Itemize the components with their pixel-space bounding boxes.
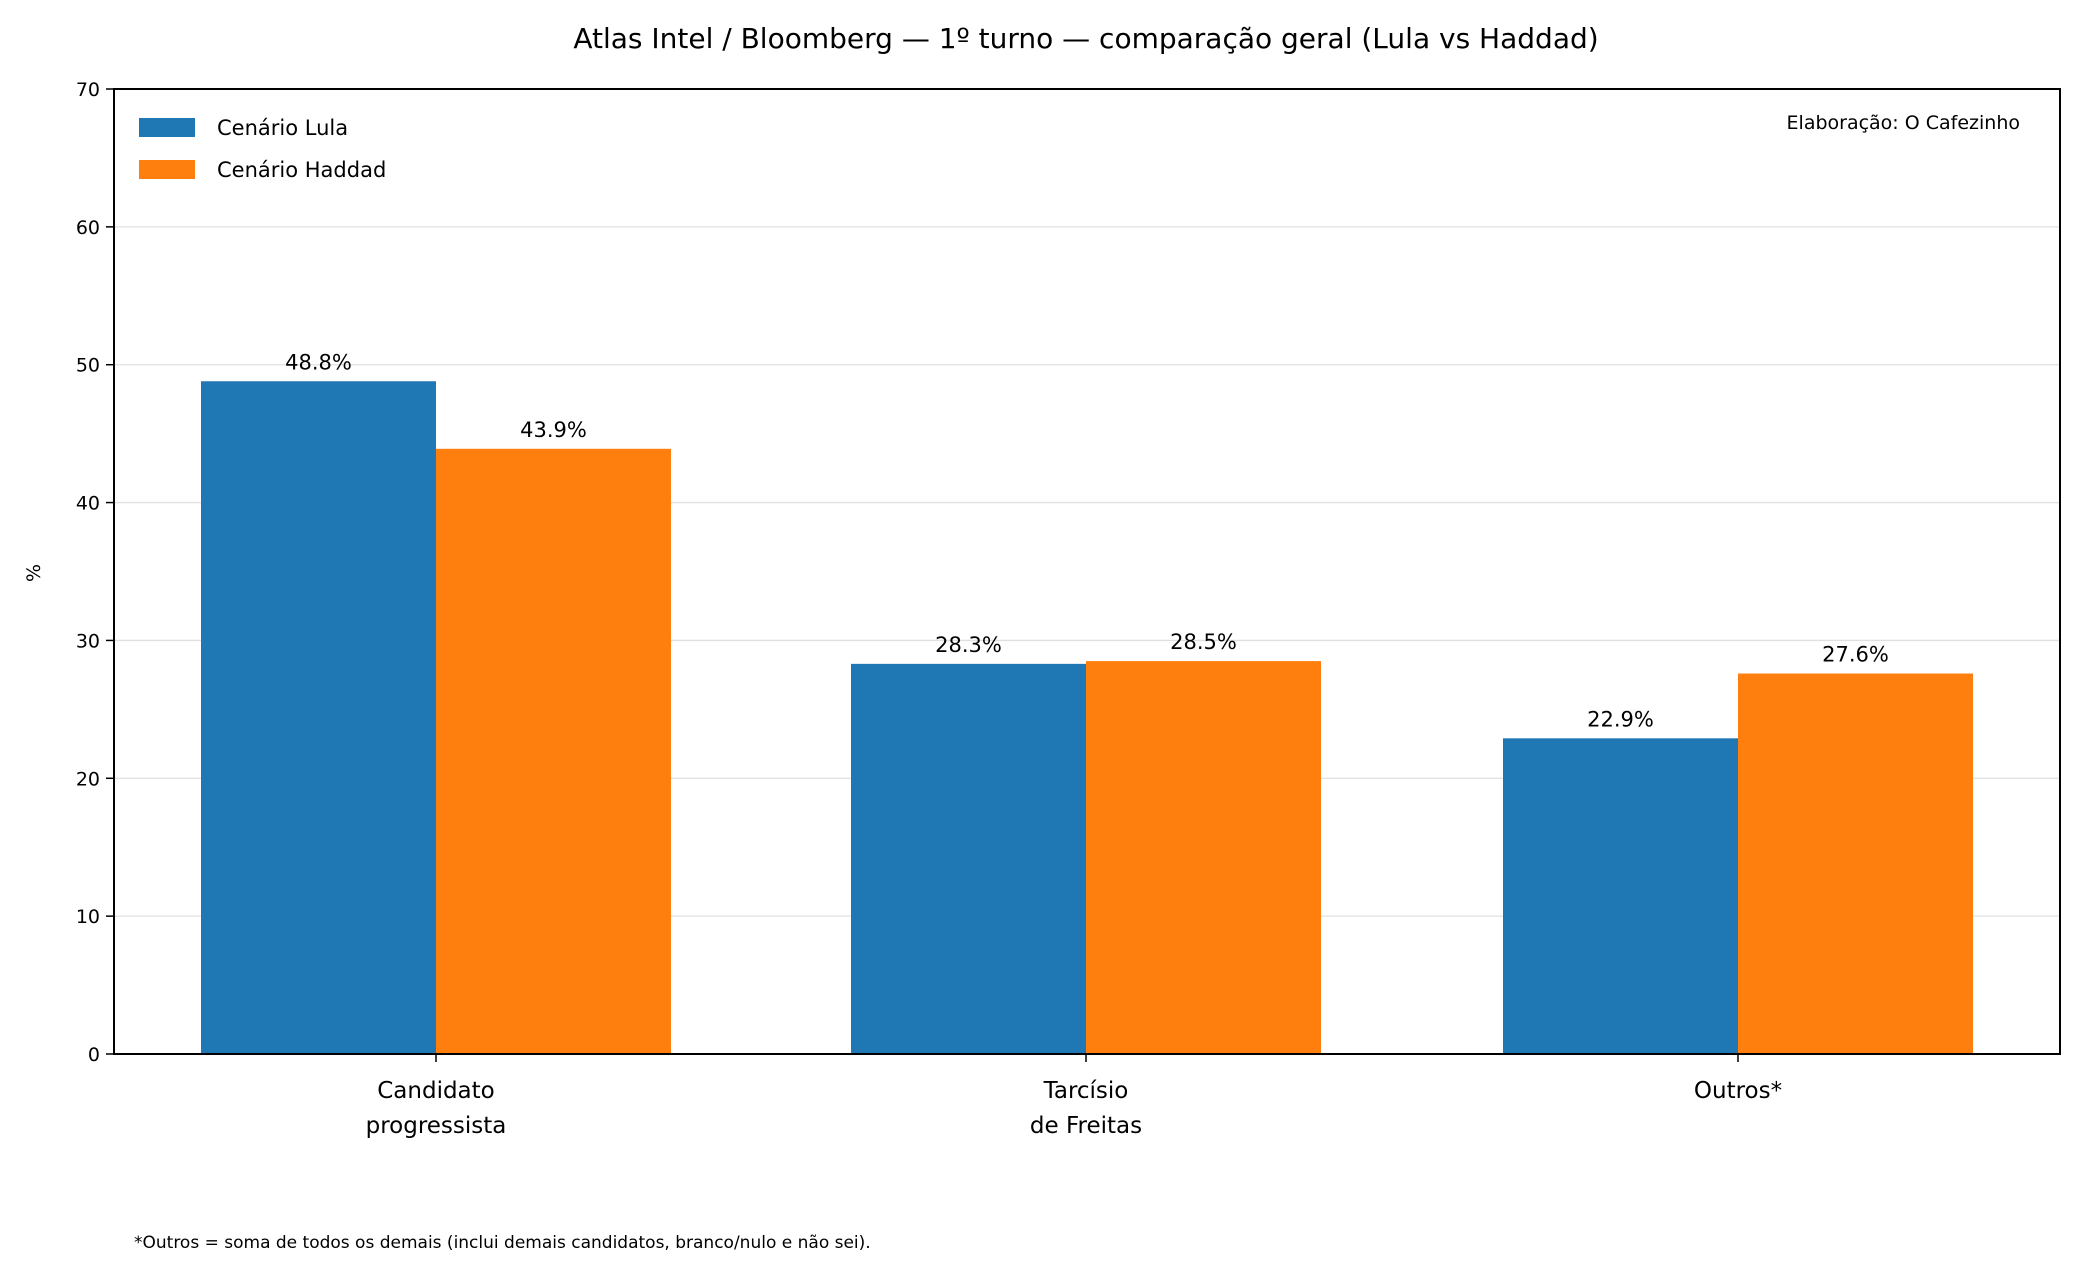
bar-haddad: [1738, 673, 1973, 1054]
bar-value-label: 22.9%: [1587, 707, 1654, 731]
footnote: *Outros = soma de todos os demais (inclu…: [134, 1233, 871, 1253]
chart-title: Atlas Intel / Bloomberg — 1º turno — com…: [573, 22, 1598, 55]
bar-lula: [201, 381, 436, 1054]
y-tick-label: 10: [76, 906, 100, 928]
y-axis-label: %: [23, 564, 45, 582]
legend-swatch: [139, 160, 195, 179]
bars: [201, 381, 1973, 1054]
x-tick-label: Candidato: [377, 1078, 495, 1104]
legend-swatch: [139, 118, 195, 137]
bar-lula: [851, 663, 1086, 1054]
y-tick-label: 0: [88, 1044, 100, 1066]
bar-haddad: [436, 448, 671, 1054]
y-tick-label: 60: [76, 217, 100, 239]
y-tick-label: 40: [76, 493, 100, 515]
legend-label: Cenário Haddad: [217, 158, 386, 182]
bar-value-label: 48.8%: [285, 350, 352, 374]
bar-labels: 48.8% 43.9% 28.3% 28.5% 22.9% 27.6%: [285, 350, 1889, 731]
bar-value-label: 43.9%: [520, 418, 587, 442]
bar-value-label: 28.3%: [935, 633, 1002, 657]
plot-frame: [113, 88, 2061, 1055]
y-tick-label: 50: [76, 355, 100, 377]
x-tick-label: Tarcísio: [1043, 1078, 1129, 1104]
x-tick-label: de Freitas: [1030, 1113, 1142, 1139]
bar-haddad: [1086, 661, 1321, 1054]
legend: Cenário Lula Cenário Haddad: [139, 116, 386, 182]
x-tick-label: Outros*: [1694, 1078, 1782, 1104]
x-tick-label: progressista: [366, 1113, 507, 1139]
bar-value-label: 27.6%: [1822, 643, 1889, 667]
y-tick-label: 70: [76, 79, 100, 101]
y-axis-ticks: 0 10 20 30 40 50 60 70: [76, 79, 114, 1066]
bar-value-label: 28.5%: [1170, 630, 1237, 654]
y-tick-label: 20: [76, 768, 100, 790]
bar-lula: [1503, 738, 1738, 1054]
source-annotation: Elaboração: O Cafezinho: [1787, 112, 2020, 134]
x-axis-ticks: Candidato progressista Tarcísio de Freitas O…: [366, 1054, 1782, 1139]
y-tick-label: 30: [76, 630, 100, 652]
legend-label: Cenário Lula: [217, 116, 348, 140]
